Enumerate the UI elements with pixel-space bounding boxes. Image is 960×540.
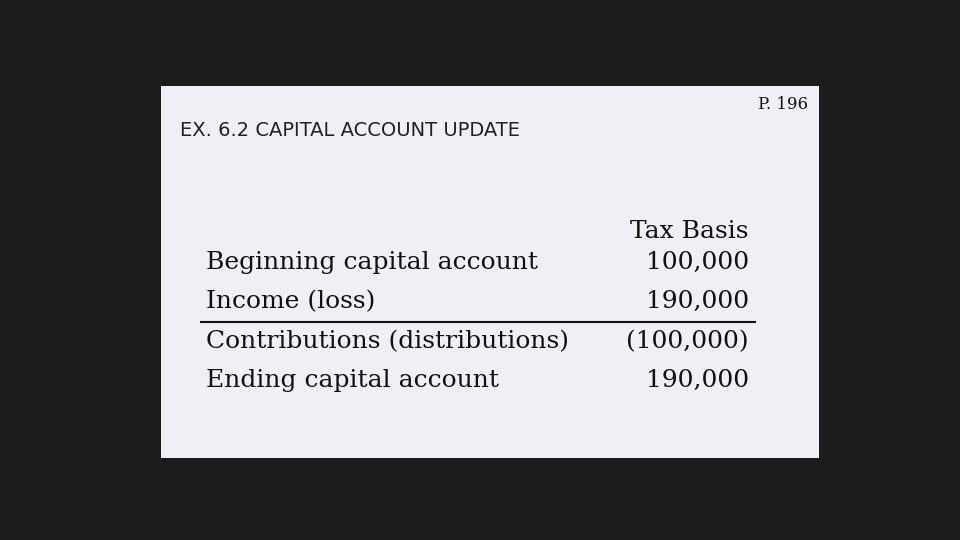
Text: Beginning capital account: Beginning capital account bbox=[205, 251, 538, 274]
Text: 190,000: 190,000 bbox=[645, 369, 749, 392]
Text: 100,000: 100,000 bbox=[645, 251, 749, 274]
Text: EX. 6.2 CAPITAL ACCOUNT UPDATE: EX. 6.2 CAPITAL ACCOUNT UPDATE bbox=[180, 121, 519, 140]
Text: Income (loss): Income (loss) bbox=[205, 291, 375, 313]
Text: Contributions (distributions): Contributions (distributions) bbox=[205, 330, 568, 353]
Text: P. 196: P. 196 bbox=[758, 96, 808, 113]
FancyBboxPatch shape bbox=[161, 85, 820, 458]
Text: 190,000: 190,000 bbox=[645, 291, 749, 313]
Text: Ending capital account: Ending capital account bbox=[205, 369, 498, 392]
Text: Tax Basis: Tax Basis bbox=[630, 220, 749, 242]
Text: (100,000): (100,000) bbox=[626, 330, 749, 353]
